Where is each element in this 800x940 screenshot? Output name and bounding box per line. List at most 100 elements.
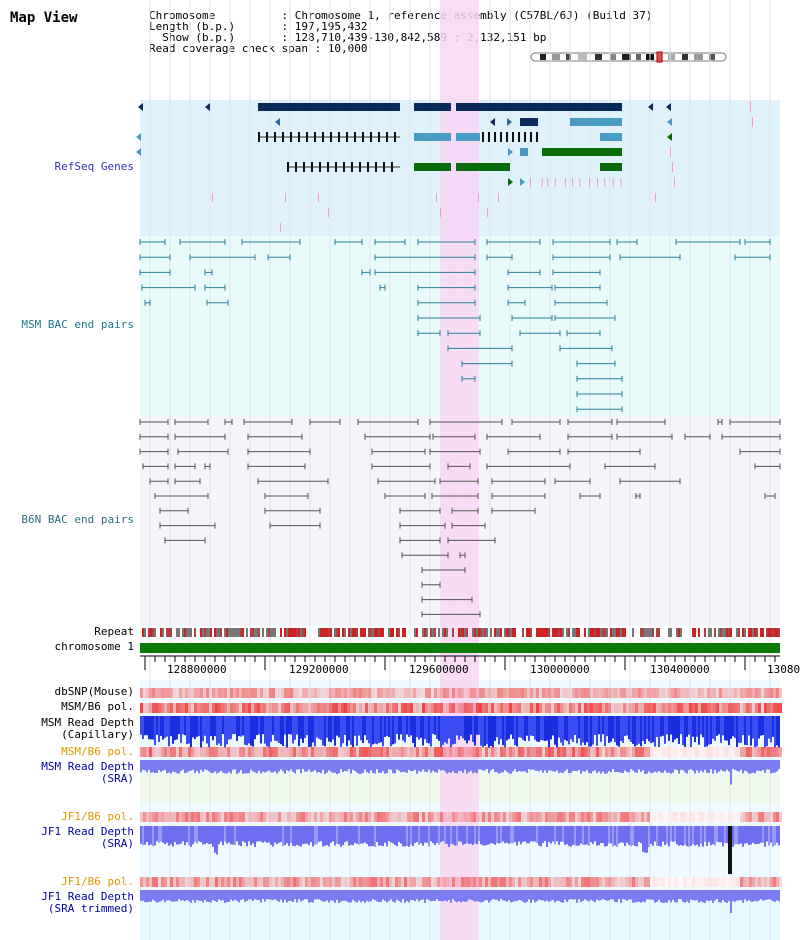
- jf1-sra-depth-bar: [148, 826, 150, 846]
- jf1-trim-depth-bar: [164, 890, 166, 903]
- jf1-trim-depth-bar: [230, 890, 232, 900]
- jf1-trim-depth-bar: [510, 890, 512, 903]
- msm-pol2-cell: [635, 747, 638, 757]
- repeat-element: [190, 628, 192, 637]
- msm-pol-cell: [194, 703, 197, 713]
- msm-pol-cell: [287, 703, 290, 713]
- msm-pol2-cell: [557, 747, 560, 757]
- jf1-sra-depth-bar: [458, 826, 460, 842]
- track-label-repeat[interactable]: Repeat: [94, 625, 134, 638]
- track-label-refseq[interactable]: RefSeq Genes: [54, 160, 134, 173]
- track-label-jf1-depth-trim[interactable]: JF1 Read Depth (SRA trimmed): [41, 890, 134, 915]
- msm-pol-cell: [290, 703, 293, 713]
- msm-pol2-cell: [761, 747, 764, 757]
- track-label-msm-pol2[interactable]: MSM/B6 pol.: [61, 745, 134, 758]
- msm-capillary-depth-bar: [658, 716, 660, 748]
- msm-pol-cell: [179, 703, 182, 713]
- msm-pol2-cell: [644, 747, 647, 757]
- jf1-pol-cell: [371, 812, 374, 822]
- msm-sra-depth-bar: [740, 760, 742, 770]
- jf1-pol-cell: [635, 812, 638, 822]
- msm-capillary-depth-bar: [176, 716, 178, 740]
- jf1-pol-cell: [743, 812, 746, 822]
- msm-pol-cell: [470, 703, 473, 713]
- repeat-element: [490, 628, 492, 637]
- jf1-trim-depth-bar: [314, 890, 316, 900]
- track-label-b6n-bac[interactable]: B6N BAC end pairs: [21, 513, 134, 526]
- msm-sra-depth-bar: [512, 760, 514, 772]
- track-label-jf1-pol1[interactable]: JF1/B6 pol.: [61, 810, 134, 823]
- highlight-region: [440, 0, 479, 940]
- dbsnp-cell: [449, 688, 452, 698]
- msm-pol-cell: [209, 703, 212, 713]
- jf1-sra-depth-bar: [190, 826, 192, 847]
- msm-capillary-depth-bar: [232, 716, 234, 735]
- msm-capillary-depth-bar: [510, 716, 512, 735]
- jf1-trim-depth-bar: [726, 890, 728, 903]
- track-label-jf1-depth-sra[interactable]: JF1 Read Depth (SRA): [41, 825, 134, 850]
- msm-sra-depth-bar: [596, 760, 598, 774]
- repeat-element: [452, 628, 454, 637]
- jf1-sra-depth-bar: [386, 826, 388, 847]
- jf1-trim-depth-bar: [288, 890, 290, 901]
- jf1-sra-depth-bar: [296, 826, 298, 845]
- track-label-msm-pol1[interactable]: MSM/B6 pol.: [61, 700, 134, 713]
- msm-pol-cell: [740, 703, 743, 713]
- gene-feature: [414, 103, 451, 111]
- msm-capillary-depth-bar: [642, 716, 644, 741]
- msm-pol2-cell: [161, 747, 164, 757]
- jf1-pol2-cell: [194, 877, 197, 887]
- dbsnp-cell: [704, 688, 707, 698]
- msm-sra-depth-bar: [440, 760, 442, 771]
- msm-capillary-depth-bar: [162, 716, 164, 740]
- track-label-jf1-pol2[interactable]: JF1/B6 pol.: [61, 875, 134, 888]
- jf1-sra-depth-bar: [216, 826, 218, 855]
- jf1-pol2-cell: [461, 877, 464, 887]
- jf1-pol-cell: [356, 812, 359, 822]
- jf1-trim-depth-bar: [700, 890, 702, 902]
- jf1-trim-depth-bar: [182, 890, 184, 901]
- dbsnp-cell: [392, 688, 395, 698]
- track-label-dbsnp[interactable]: dbSNP(Mouse): [54, 685, 134, 698]
- track-label-chromosome[interactable]: chromosome 1: [54, 640, 134, 653]
- repeat-element: [600, 628, 602, 637]
- repeat-element: [322, 628, 324, 637]
- jf1-pol-cell: [218, 812, 221, 822]
- jf1-sra-depth-bar: [594, 826, 596, 842]
- track-label-msm-depth-sra[interactable]: MSM Read Depth (SRA): [41, 760, 134, 785]
- msm-capillary-depth-bar: [558, 716, 560, 738]
- repeat-element: [370, 628, 372, 637]
- jf1-trim-depth-bar: [374, 890, 376, 901]
- msm-pol-cell: [296, 703, 299, 713]
- jf1-pol-cell: [482, 812, 485, 822]
- gene-exon: [346, 132, 348, 142]
- msm-pol2-cell: [437, 747, 440, 757]
- jf1-sra-depth-bar: [328, 826, 330, 847]
- repeat-element: [364, 628, 366, 637]
- dbsnp-cell: [569, 688, 572, 698]
- msm-pol-cell: [206, 703, 209, 713]
- jf1-sra-depth-bar: [674, 826, 676, 842]
- track-label-msm-depth-cap[interactable]: MSM Read Depth (Capillary): [41, 716, 134, 741]
- repeat-element: [612, 628, 614, 637]
- msm-capillary-depth-bar: [710, 716, 712, 745]
- msm-sra-depth-bar: [294, 760, 296, 774]
- gene-exon: [319, 162, 321, 172]
- msm-capillary-depth-bar: [186, 716, 188, 745]
- msm-sra-depth-bar: [734, 760, 736, 770]
- jf1-pol2-cell: [326, 877, 329, 887]
- msm-sra-depth-bar: [438, 760, 440, 770]
- jf1-sra-depth-bar: [590, 826, 592, 843]
- jf1-sra-depth-bar: [646, 826, 648, 853]
- msm-capillary-depth-bar: [536, 716, 538, 742]
- msm-sra-depth-bar: [644, 760, 646, 774]
- dbsnp-cell: [224, 688, 227, 698]
- jf1-trim-depth-bar: [142, 890, 144, 901]
- jf1-pol2-cell: [182, 877, 185, 887]
- jf1-sra-depth-bar: [488, 826, 490, 845]
- gene-exon: [327, 162, 329, 172]
- msm-sra-depth-bar: [148, 760, 150, 770]
- track-label-msm-bac[interactable]: MSM BAC end pairs: [21, 318, 134, 331]
- msm-capillary-depth-bar: [364, 716, 366, 736]
